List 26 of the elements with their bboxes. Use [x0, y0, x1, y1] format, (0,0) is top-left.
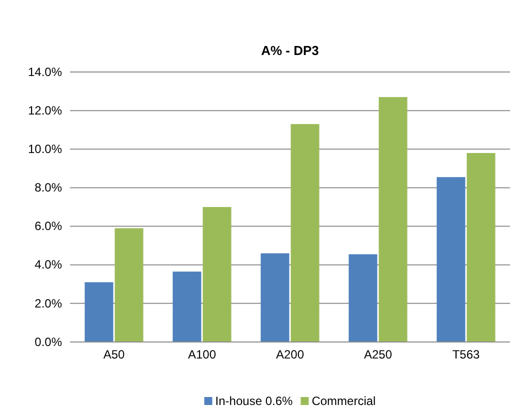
bar — [202, 207, 232, 342]
x-tick-label: A50 — [103, 348, 125, 362]
bar — [290, 124, 320, 342]
x-tick-label: T563 — [452, 348, 480, 362]
y-tick-label: 4.0% — [34, 258, 62, 272]
legend-label: Commercial — [312, 394, 376, 408]
bar — [260, 253, 290, 342]
bar — [114, 228, 144, 342]
bar — [84, 282, 114, 342]
bar — [378, 97, 408, 342]
y-tick-label: 12.0% — [28, 103, 62, 118]
x-tick-label: A250 — [364, 348, 392, 362]
y-tick-label: 14.0% — [28, 64, 62, 79]
bar — [348, 254, 378, 342]
bar — [436, 177, 466, 342]
y-tick-label: 8.0% — [34, 180, 62, 195]
y-tick-label: 10.0% — [28, 142, 62, 156]
chart-title: A% - DP3 — [261, 43, 319, 58]
bar — [466, 153, 496, 342]
y-tick-label: 0.0% — [34, 334, 62, 349]
y-tick-label: 2.0% — [34, 296, 62, 310]
y-tick-label: 6.0% — [34, 219, 62, 234]
bar — [172, 272, 202, 342]
legend-label: In-house 0.6% — [215, 394, 294, 408]
x-tick-label: A200 — [276, 348, 304, 362]
x-tick-label: A100 — [188, 348, 216, 362]
